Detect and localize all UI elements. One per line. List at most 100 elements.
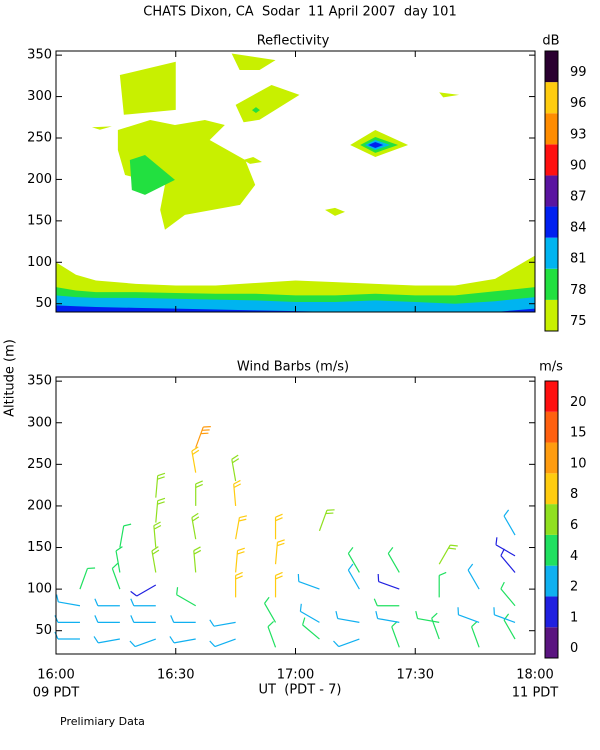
contour-region — [251, 107, 260, 114]
right-note: 11 PDT — [512, 686, 559, 701]
colorbar-swatch — [545, 82, 558, 114]
colorbar-label: dB — [542, 34, 559, 49]
wind-barb — [375, 611, 400, 623]
x-tick-label: 17:30 — [397, 668, 434, 683]
colorbar-swatch — [545, 299, 558, 331]
colorbar-tick-label: 10 — [570, 456, 587, 471]
wind-barb — [235, 571, 243, 598]
colorbar-swatch — [545, 534, 558, 566]
y-tick-label: 350 — [27, 374, 52, 389]
contour-region — [129, 154, 175, 195]
colorbar-tick-label: 81 — [570, 252, 587, 267]
colorbar-tick-label: 20 — [570, 395, 587, 410]
wind-barb — [155, 472, 166, 498]
y-tick-label: 200 — [27, 172, 52, 187]
wind-barb — [387, 546, 400, 573]
plot-frame — [55, 376, 536, 655]
wind-barb — [119, 523, 132, 548]
wind-barb — [493, 607, 516, 623]
wind-barb — [195, 426, 211, 448]
wind-barb — [457, 607, 480, 623]
y-tick-label: 300 — [27, 89, 52, 104]
colorbar-tick-label: 2 — [570, 580, 578, 595]
colorbar-tick-label: 93 — [570, 127, 587, 142]
wind-barb — [231, 454, 240, 482]
wind-barb — [235, 515, 247, 540]
wind-barb — [209, 619, 236, 627]
x-tick-label: 18:00 — [516, 668, 553, 683]
wind-barb — [297, 573, 320, 590]
contour-region — [235, 84, 300, 123]
contour-region — [119, 61, 176, 115]
wind-barb — [335, 611, 360, 623]
wind-barb — [209, 638, 236, 648]
panel-title: Reflectivity — [257, 34, 330, 49]
wind-barb — [318, 509, 335, 532]
wind-barb — [235, 547, 245, 573]
wind-barb — [130, 584, 157, 597]
wind-barb — [503, 613, 516, 640]
colorbar-swatch — [545, 596, 558, 628]
colorbar-tick-label: 15 — [570, 426, 587, 441]
wind-barb — [130, 598, 156, 607]
colorbar-tick-label: 1 — [570, 610, 578, 625]
y-tick-label: 100 — [27, 255, 52, 270]
colorbar-swatch — [545, 381, 558, 412]
colorbar-swatch — [545, 565, 558, 597]
colorbar-tick-label: 75 — [570, 314, 587, 329]
contour-region — [117, 120, 256, 230]
y-tick-label: 200 — [27, 498, 52, 513]
wind-barb — [169, 636, 196, 644]
chart-title: CHATS Dixon, CA Sodar 11 April 2007 day … — [143, 5, 456, 20]
colorbar-swatch — [545, 51, 558, 83]
x-tick-label: 16:30 — [157, 668, 194, 683]
colorbar-tick-label: 84 — [570, 221, 587, 236]
wind-barb — [274, 513, 283, 540]
wind-barb — [500, 581, 516, 607]
wind-barb — [333, 638, 360, 648]
wind-barb — [94, 615, 120, 623]
colorbar-tick-label: 96 — [570, 96, 587, 111]
colorbar-tick-label: 78 — [570, 283, 587, 298]
colorbar-swatch — [545, 175, 558, 207]
colorbar-swatch — [545, 206, 558, 238]
colorbar-tick-label: 6 — [570, 518, 578, 533]
colorbar-swatch — [545, 411, 558, 443]
wind-barb — [415, 611, 440, 623]
wind-barb — [347, 563, 360, 590]
x-tick-label: 17:00 — [277, 668, 314, 683]
left-note: 09 PDT — [33, 686, 80, 701]
wind-barb — [264, 596, 277, 623]
wind-barb — [467, 563, 480, 590]
colorbar-tick-label: 4 — [570, 549, 578, 564]
wind-barb — [377, 573, 400, 590]
y-tick-label: 50 — [35, 623, 52, 638]
wind-barb — [94, 598, 120, 607]
y-tick-label: 150 — [27, 540, 52, 555]
footnote: Prelimiary Data — [60, 715, 145, 728]
colorbar-tick-label: 87 — [570, 190, 587, 205]
wind-barb — [347, 546, 360, 573]
wind-barb — [391, 621, 400, 648]
wind-barb — [111, 562, 121, 590]
x-tick-label: 16:00 — [37, 668, 74, 683]
colorbar-frame — [544, 50, 559, 332]
contour-region — [368, 141, 384, 148]
wind-barb — [503, 509, 516, 536]
wind-barb — [193, 546, 202, 573]
y-tick-label: 150 — [27, 213, 52, 228]
wind-barb — [151, 546, 160, 573]
contour-region — [243, 156, 262, 164]
wind-barb — [233, 479, 242, 506]
wind-barb — [79, 567, 96, 590]
wind-barb — [495, 537, 516, 557]
colorbar-swatch — [545, 237, 558, 269]
colorbar-frame — [544, 380, 559, 659]
contour-layer — [56, 53, 535, 312]
wind-barb — [373, 598, 400, 607]
wind-barb — [274, 539, 285, 565]
wind-barb — [431, 612, 440, 640]
contour-region — [439, 92, 460, 98]
y-tick-label: 250 — [27, 457, 52, 472]
